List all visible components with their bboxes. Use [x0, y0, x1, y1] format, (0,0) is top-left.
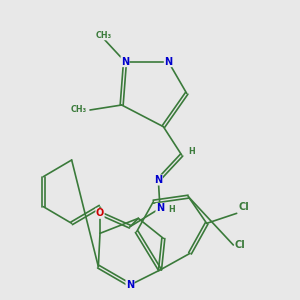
Text: H: H	[168, 205, 175, 214]
Text: N: N	[156, 203, 164, 213]
Text: N: N	[154, 175, 162, 185]
Text: Cl: Cl	[238, 202, 249, 212]
Text: N: N	[121, 57, 129, 67]
Text: H: H	[188, 147, 195, 156]
Text: N: N	[126, 280, 134, 290]
Text: CH₃: CH₃	[71, 106, 87, 115]
Text: O: O	[96, 208, 104, 218]
Text: CH₃: CH₃	[95, 31, 111, 40]
Text: Cl: Cl	[235, 240, 246, 250]
Text: N: N	[164, 57, 172, 67]
